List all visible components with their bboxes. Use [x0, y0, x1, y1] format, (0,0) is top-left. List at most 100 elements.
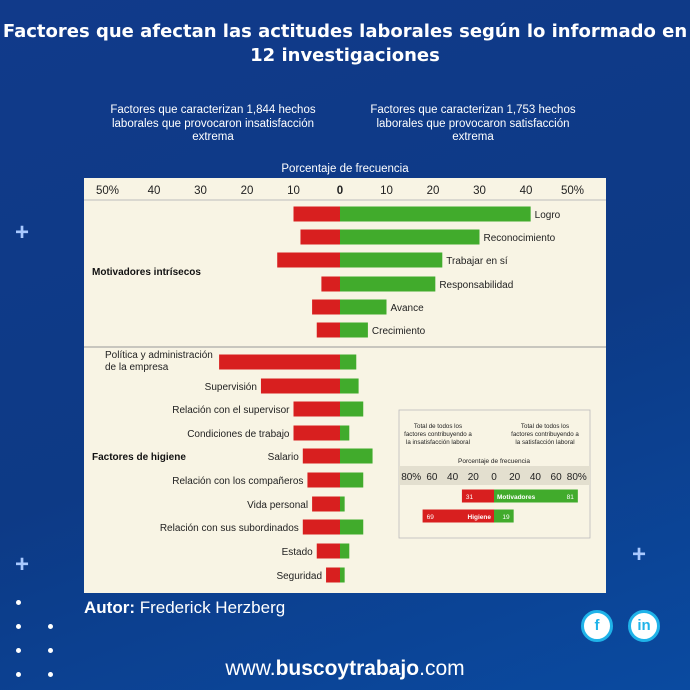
x-tick-label: 40 [519, 185, 533, 197]
category-label: Relación con el supervisor [172, 405, 290, 416]
x-tick-label: 10 [380, 185, 393, 197]
bar-satisfaction [340, 252, 443, 268]
inset-bar-dissatisfaction [422, 509, 494, 523]
inset-tick-band [399, 466, 590, 485]
inset-bar-satisfaction [494, 509, 514, 523]
bar-satisfaction [340, 448, 373, 464]
website-suffix: .com [419, 657, 465, 680]
inset-category-label: Higiene [468, 514, 492, 521]
plus-decoration-icon: + [15, 551, 30, 578]
dot-decoration [48, 672, 53, 677]
website-link[interactable]: www.buscoytrabajo.com [0, 657, 690, 681]
x-tick-label: 20 [426, 185, 440, 197]
x-tick-label: 10 [287, 185, 300, 197]
dot-decoration [48, 648, 53, 653]
category-label: Estado [282, 547, 314, 558]
group-label-hygiene: Factores de higiene [92, 452, 186, 463]
inset-tick-label: 60 [551, 472, 563, 483]
inset-tick-label: 40 [530, 472, 542, 483]
inset-legend-left: Total de todos los [414, 423, 462, 430]
bar-dissatisfaction [307, 472, 340, 488]
category-label: Relación con los compañeros [172, 476, 303, 487]
category-label: Responsabilidad [439, 280, 513, 291]
inset-value-label: 69 [427, 514, 435, 521]
bar-satisfaction [340, 229, 480, 245]
bar-dissatisfaction [316, 543, 340, 559]
bar-satisfaction [340, 401, 364, 417]
category-label: Logro [535, 210, 561, 221]
inset-tick-label: 60 [426, 472, 438, 483]
website-prefix: www. [225, 657, 276, 680]
inset-legend-right: la satisfacción laboral [515, 439, 574, 446]
bar-dissatisfaction [300, 229, 340, 245]
bar-satisfaction [340, 299, 387, 315]
dot-decoration [16, 624, 21, 629]
inset-bar-dissatisfaction [461, 489, 494, 503]
bar-satisfaction [340, 567, 345, 583]
category-label: Condiciones de trabajo [187, 429, 290, 440]
group-label-motivators: Motivadores intrísecos [92, 267, 201, 278]
bar-satisfaction [340, 543, 350, 559]
inset-value-label: 31 [466, 494, 474, 501]
inset-category-label: Motivadores [497, 494, 536, 501]
x-axis-label: Porcentaje de frecuencia [281, 163, 409, 175]
dot-decoration [16, 648, 21, 653]
bar-satisfaction [340, 496, 345, 512]
inset-tick-label: 80% [567, 472, 587, 483]
inset-bar-satisfaction [494, 489, 578, 503]
bar-satisfaction [340, 206, 531, 222]
bar-satisfaction [340, 378, 359, 394]
bar-dissatisfaction [260, 378, 340, 394]
bar-dissatisfaction [302, 519, 340, 535]
plus-decoration-icon: + [632, 541, 647, 568]
x-tick-label: 40 [147, 185, 161, 197]
author-label: Autor: [84, 598, 135, 617]
category-label: Reconocimiento [484, 233, 556, 244]
bar-satisfaction [340, 472, 364, 488]
inset-legend-right: factores contribuyendo a [511, 431, 579, 438]
bar-dissatisfaction [293, 425, 340, 441]
bar-satisfaction [340, 276, 436, 292]
right-subheading: Factores que caracterizan 1,753 hechos l… [370, 104, 576, 143]
bar-satisfaction [340, 322, 368, 338]
bar-satisfaction [340, 519, 364, 535]
category-label: Avance [391, 303, 425, 314]
linkedin-icon[interactable]: in [628, 610, 660, 642]
x-tick-label: 50% [95, 185, 120, 197]
bar-dissatisfaction [312, 496, 340, 512]
dot-decoration [16, 672, 21, 677]
bar-dissatisfaction [277, 252, 340, 268]
plus-decoration-icon: + [15, 219, 30, 246]
x-tick-label: 30 [473, 185, 486, 197]
category-label: Política y administración [105, 350, 213, 361]
dot-decoration [48, 624, 53, 629]
inset-tick-label: 20 [509, 472, 521, 483]
category-label: Supervisión [205, 382, 257, 393]
inset-x-axis-label: Porcentaje de frecuencia [458, 458, 530, 465]
inset-value-label: 19 [502, 514, 510, 521]
x-tick-label: 50% [560, 185, 585, 197]
category-label: Crecimiento [372, 326, 426, 337]
left-subheading: Factores que caracterizan 1,844 hechos l… [110, 104, 316, 143]
category-label: Salario [268, 452, 300, 463]
category-label: de la empresa [105, 362, 169, 373]
author-credit: Autor: Frederick Herzberg [84, 598, 285, 618]
bar-dissatisfaction [326, 567, 340, 583]
bar-satisfaction [340, 425, 350, 441]
bar-dissatisfaction [293, 206, 340, 222]
website-brand: buscoytrabajo [275, 657, 420, 680]
inset-legend-left: factores contribuyendo a [404, 431, 472, 438]
category-label: Seguridad [276, 571, 322, 582]
bar-dissatisfaction [316, 322, 340, 338]
page-title: Factores que afectan las actitudes labor… [2, 21, 688, 66]
inset-tick-label: 0 [491, 472, 497, 483]
inset-tick-label: 40 [447, 472, 459, 483]
category-label: Relación con sus subordinados [160, 523, 299, 534]
facebook-icon[interactable]: f [581, 610, 613, 642]
x-tick-label: 20 [240, 185, 254, 197]
dot-decoration [16, 600, 21, 605]
bar-satisfaction [340, 354, 357, 370]
inset-value-label: 81 [567, 494, 575, 501]
x-tick-label: 0 [336, 185, 344, 197]
